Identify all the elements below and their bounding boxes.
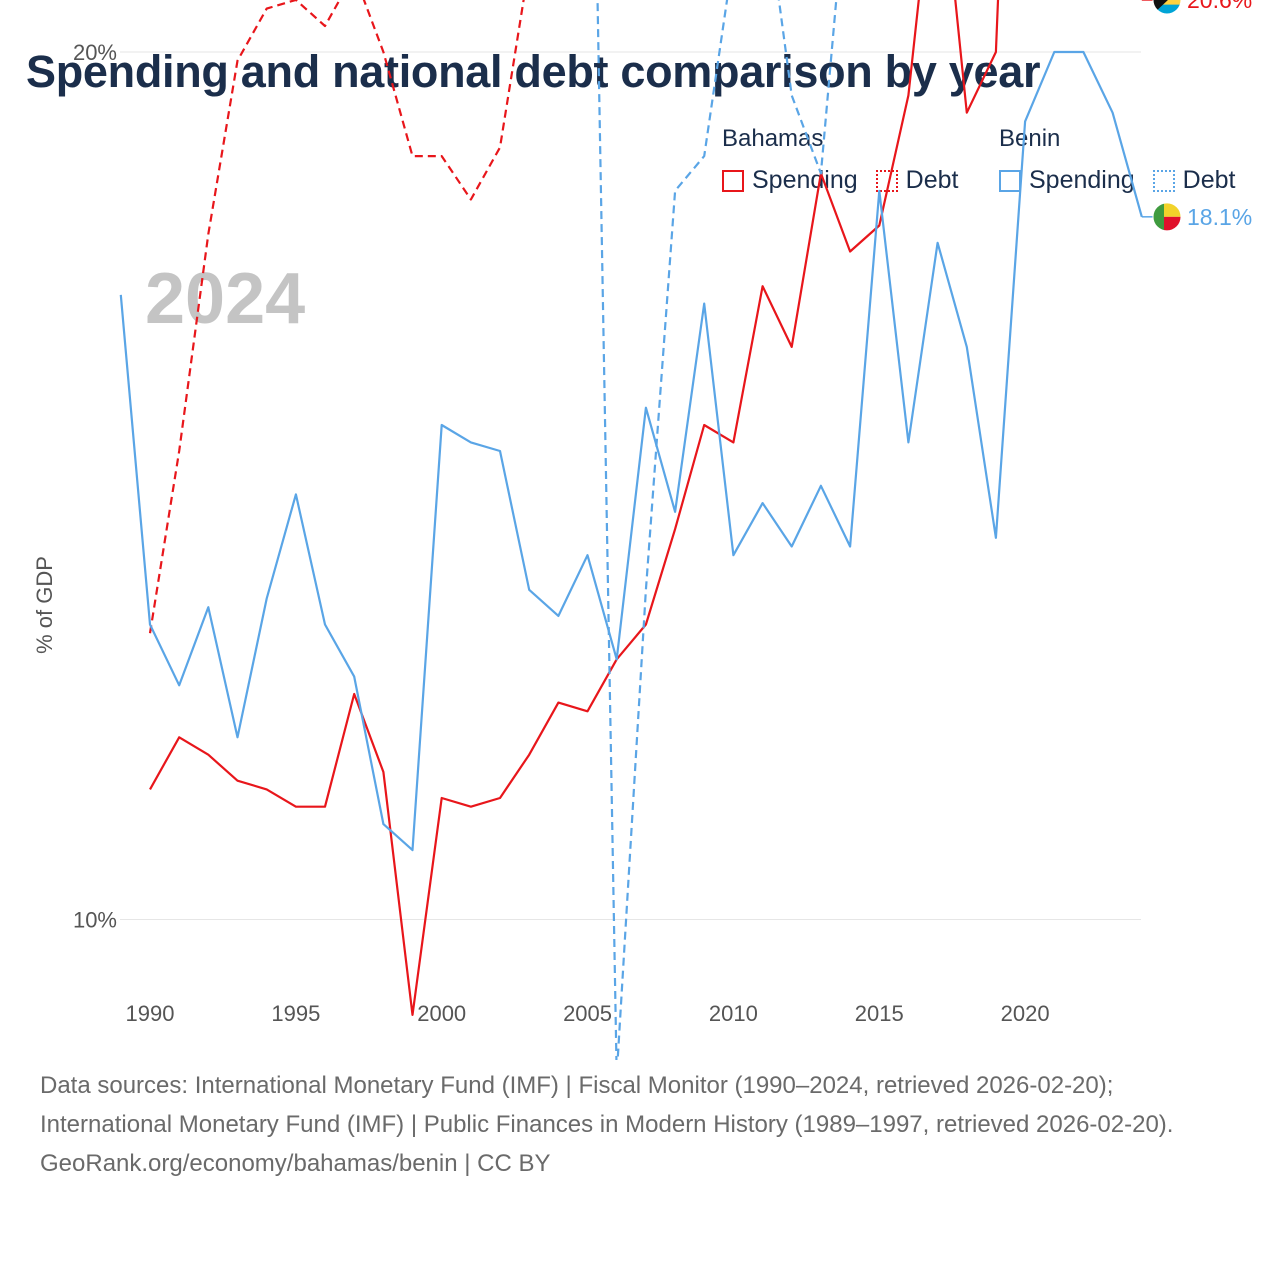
- series-line-bahamas-spending: [149, 0, 1142, 1016]
- gridlines: [120, 51, 1141, 920]
- x-tick-label: 2000: [417, 1001, 466, 1026]
- end-value-label: 18.1%: [1187, 204, 1252, 230]
- solid-swatch-icon: [722, 169, 744, 192]
- flag-stripe: [1153, 202, 1164, 231]
- x-tick-label: 1995: [271, 1001, 320, 1026]
- data-sources-text: Data sources: International Monetary Fun…: [40, 1072, 1174, 1138]
- year-watermark: 2024: [145, 259, 305, 339]
- flag-stripe: [1164, 216, 1181, 231]
- y-tick-label: 20%: [73, 40, 117, 65]
- legend-country-name: Bahamas: [722, 125, 824, 152]
- flag-body: [1153, 0, 1181, 14]
- series-line-bahamas-debt: [148, 0, 525, 634]
- legend-item-benin-debt[interactable]: Debt: [1152, 166, 1236, 195]
- bahamas-flag-icon: [1152, 0, 1182, 15]
- y-tick-label: 10%: [73, 908, 117, 933]
- flag-stripe: [1164, 202, 1181, 217]
- series-lines: [119, 0, 1143, 1060]
- legend-label: Debt: [905, 166, 959, 194]
- x-tick-label: 2020: [1001, 1001, 1050, 1026]
- chart-title: Spending and national debt comparison by…: [26, 46, 1041, 97]
- legend-label: Spending: [752, 166, 858, 194]
- flag-triangle: [1153, 0, 1168, 14]
- x-tick-label: 2005: [563, 1001, 612, 1026]
- flag-outline: [1152, 0, 1182, 15]
- line-chart: 2024 10%20%30%40%50%60%70%80% 1990199520…: [32, 0, 1252, 1060]
- y-axis-label: % of GDP: [32, 556, 57, 654]
- credit-link[interactable]: GeoRank.org/economy/bahamas/benin | CC B…: [40, 1150, 551, 1177]
- legend-label: Spending: [1029, 166, 1135, 194]
- legend-group-benin: Benin Spending Debt: [999, 124, 1235, 195]
- legend-label: Debt: [1182, 166, 1236, 194]
- y-axis-ticks: 10%20%30%40%50%60%70%80%: [73, 40, 117, 933]
- series-end-markers: 72.5%53.4%20.6%18.1%: [1141, 0, 1252, 232]
- x-axis-ticks: 1990 1995 2000 2005 2010 2015 2020: [126, 1001, 1050, 1026]
- x-tick-label: 2015: [855, 1001, 904, 1026]
- flag-outline: [1152, 202, 1182, 232]
- x-tick-label: 1990: [126, 1001, 175, 1026]
- flag-stripe: [1153, 0, 1181, 5]
- x-tick-label: 2010: [709, 1001, 758, 1026]
- footer: Data sources: International Monetary Fun…: [40, 1066, 1240, 1183]
- legend-item-bahamas-spending[interactable]: Spending: [722, 166, 858, 195]
- end-value-label: 20.6%: [1187, 0, 1252, 13]
- series-line-benin-spending: [119, 50, 1143, 852]
- benin-flag-icon: [1152, 202, 1182, 232]
- dotted-swatch-icon: [1152, 169, 1175, 192]
- legend-country-name: Benin: [999, 125, 1061, 152]
- series-line-benin-debt: [596, 0, 838, 1060]
